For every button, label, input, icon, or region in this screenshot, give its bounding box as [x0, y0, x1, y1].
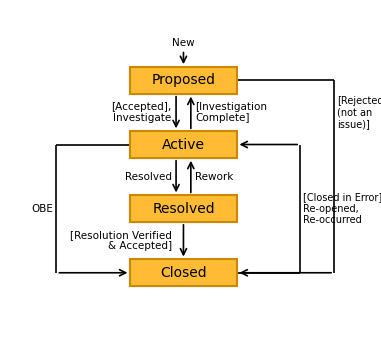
Text: [Accepted],
Investigate: [Accepted], Investigate	[111, 102, 171, 123]
Text: Proposed: Proposed	[152, 73, 215, 87]
Text: Rework: Rework	[195, 171, 234, 181]
Text: OBE: OBE	[32, 204, 53, 214]
FancyBboxPatch shape	[130, 67, 237, 94]
FancyBboxPatch shape	[130, 195, 237, 222]
Text: Active: Active	[162, 137, 205, 152]
Text: [Resolution Verified
& Accepted]: [Resolution Verified & Accepted]	[70, 230, 171, 252]
Text: [Investigation
Complete]: [Investigation Complete]	[195, 102, 267, 123]
FancyBboxPatch shape	[130, 260, 237, 286]
Text: [Rejected
(not an
issue)]: [Rejected (not an issue)]	[337, 96, 381, 129]
Text: [Closed in Error]
Re-opened,
Re-occurred: [Closed in Error] Re-opened, Re-occurred	[303, 192, 381, 225]
Text: Resolved: Resolved	[152, 202, 215, 215]
Text: Resolved: Resolved	[125, 171, 171, 181]
FancyBboxPatch shape	[130, 131, 237, 158]
Text: Closed: Closed	[160, 266, 207, 280]
Text: New: New	[172, 38, 195, 48]
